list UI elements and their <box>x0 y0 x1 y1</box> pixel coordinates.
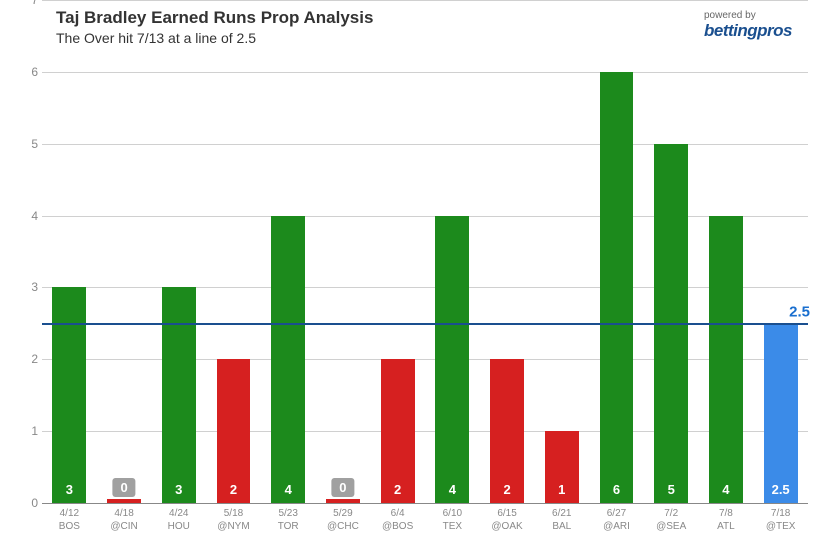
bar-slot: 4 <box>271 0 305 503</box>
bar-value-label: 2.5 <box>764 482 798 497</box>
y-tick-label: 1 <box>20 424 38 438</box>
x-tick-label: 7/8ATL <box>699 507 754 533</box>
x-tick-label: 4/24HOU <box>151 507 206 533</box>
gridline <box>42 72 808 73</box>
bar-value-label: 4 <box>709 482 743 497</box>
bar-slot: 3 <box>162 0 196 503</box>
bar-slot: 2.5 <box>764 0 798 503</box>
gridline <box>42 0 808 1</box>
bar <box>52 287 86 503</box>
bar-value-label: 6 <box>600 482 634 497</box>
bar-value-label: 2 <box>217 482 251 497</box>
reference-line <box>42 323 808 325</box>
gridline <box>42 359 808 360</box>
bar-value-label: 5 <box>654 482 688 497</box>
x-tick-label: 7/2@SEA <box>644 507 699 533</box>
plot-area: 0123456730324024216542.52.5 <box>42 0 808 503</box>
y-tick-label: 3 <box>20 280 38 294</box>
x-tick-label: 7/18@TEX <box>753 507 808 533</box>
gridline <box>42 287 808 288</box>
reference-line-label: 2.5 <box>789 304 810 321</box>
bar <box>271 216 305 503</box>
bar-slot: 1 <box>545 0 579 503</box>
bar-value-label: 4 <box>271 482 305 497</box>
bar-value-label: 3 <box>52 482 86 497</box>
bar-slot: 5 <box>654 0 688 503</box>
bar-value-label: 0 <box>112 478 135 497</box>
gridline <box>42 144 808 145</box>
y-tick-label: 0 <box>20 496 38 510</box>
bar-value-label: 1 <box>545 482 579 497</box>
bar-slot: 6 <box>600 0 634 503</box>
bar-slot: 0 <box>326 0 360 503</box>
bar-value-label: 4 <box>435 482 469 497</box>
bar <box>764 323 798 503</box>
y-tick-label: 2 <box>20 352 38 366</box>
bar-value-label: 2 <box>381 482 415 497</box>
bar-slot: 2 <box>490 0 524 503</box>
bar <box>600 72 634 503</box>
bar-slot: 2 <box>217 0 251 503</box>
bar <box>435 216 469 503</box>
x-tick-label: 4/18@CIN <box>97 507 152 533</box>
bar-value-label: 3 <box>162 482 196 497</box>
gridline <box>42 431 808 432</box>
x-tick-label: 6/10TEX <box>425 507 480 533</box>
chart-container: Taj Bradley Earned Runs Prop Analysis Th… <box>0 0 818 545</box>
bar-slot: 4 <box>435 0 469 503</box>
y-tick-label: 6 <box>20 65 38 79</box>
x-tick-label: 6/27@ARI <box>589 507 644 533</box>
x-axis: 4/12BOS4/18@CIN4/24HOU5/18@NYM5/23TOR5/2… <box>42 503 808 545</box>
bar-slot: 4 <box>709 0 743 503</box>
x-tick-label: 5/18@NYM <box>206 507 261 533</box>
y-tick-label: 5 <box>20 137 38 151</box>
y-tick-label: 4 <box>20 209 38 223</box>
bar-value-label: 2 <box>490 482 524 497</box>
bar-slot: 2 <box>381 0 415 503</box>
bar <box>709 216 743 503</box>
gridline <box>42 216 808 217</box>
bar-slot: 3 <box>52 0 86 503</box>
bar <box>162 287 196 503</box>
x-tick-label: 5/29@CHC <box>316 507 371 533</box>
y-tick-label: 7 <box>20 0 38 7</box>
bar-slot: 0 <box>107 0 141 503</box>
bar-value-label: 0 <box>331 478 354 497</box>
x-tick-label: 6/21BAL <box>534 507 589 533</box>
x-tick-label: 5/23TOR <box>261 507 316 533</box>
x-tick-label: 6/4@BOS <box>370 507 425 533</box>
x-tick-label: 4/12BOS <box>42 507 97 533</box>
x-tick-label: 6/15@OAK <box>480 507 535 533</box>
